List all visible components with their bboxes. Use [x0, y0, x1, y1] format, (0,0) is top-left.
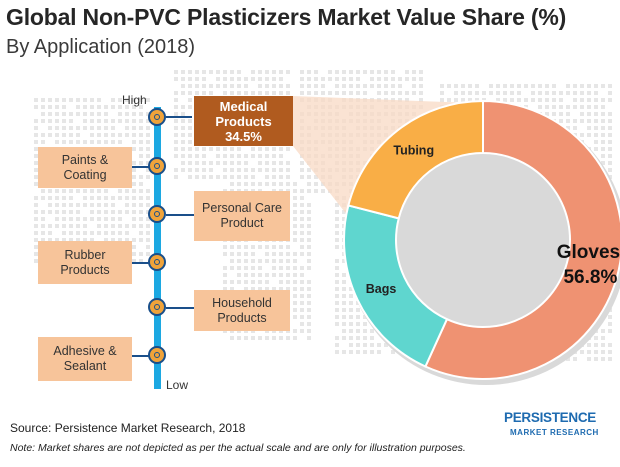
donut-label-tubing: Tubing — [393, 144, 434, 158]
source-text: Source: Persistence Market Research, 201… — [10, 421, 246, 435]
app-box-household-products: Household Products — [194, 290, 290, 331]
app-box-medical-products: Medical Products 34.5% — [194, 96, 293, 146]
scale-node-1 — [148, 108, 166, 126]
app-label-rubber-products: Rubber Products — [60, 247, 110, 277]
ranking-scale-bar — [154, 107, 161, 389]
scale-node-6 — [148, 346, 166, 364]
connector-rubber — [132, 262, 154, 264]
logo-name: PERSISTENCE — [504, 410, 596, 425]
scale-node-4 — [148, 253, 166, 271]
note-text: Note: Market shares are not depicted as … — [10, 442, 466, 454]
app-label-medical-products: Medical Products — [215, 98, 272, 129]
donut-slice-gloves — [424, 99, 620, 380]
app-box-rubber-products: Rubber Products — [38, 241, 132, 284]
chart-subtitle: By Application (2018) — [6, 36, 196, 58]
app-box-paints-coating: Paints & Coating — [38, 147, 132, 188]
app-value-medical-products: 34.5% — [225, 128, 262, 144]
connector-adhesive — [132, 355, 154, 357]
app-box-adhesive-sealant: Adhesive & Sealant — [38, 337, 132, 381]
company-logo: PERSISTENCE MARKET RESEARCH — [504, 408, 616, 448]
connector-paints — [132, 166, 154, 168]
scale-low-label: Low — [166, 378, 189, 392]
donut-value-gloves: 56.8% — [563, 267, 617, 288]
app-label-household-products: Household Products — [212, 295, 272, 325]
app-box-personal-care-product: Personal Care Product — [194, 191, 290, 241]
scale-node-3 — [148, 205, 166, 223]
donut-label-gloves: Gloves — [557, 242, 620, 263]
chart-title: Global Non-PVC Plasticizers Market Value… — [6, 4, 567, 30]
scale-node-5 — [148, 298, 166, 316]
connector-medical — [166, 116, 192, 118]
connector-personal-care — [166, 214, 194, 216]
app-label-adhesive-sealant: Adhesive & Sealant — [53, 344, 117, 373]
scale-node-2 — [148, 157, 166, 175]
app-label-paints-coating: Paints & Coating — [61, 152, 109, 182]
donut-slice-tubing — [347, 99, 484, 220]
connector-household — [166, 307, 194, 309]
scale-high-label: High — [122, 93, 147, 107]
donut-label-bags: Bags — [366, 282, 397, 296]
logo-tagline: MARKET RESEARCH — [510, 428, 599, 437]
app-label-personal-care-product: Personal Care Product — [202, 201, 282, 230]
